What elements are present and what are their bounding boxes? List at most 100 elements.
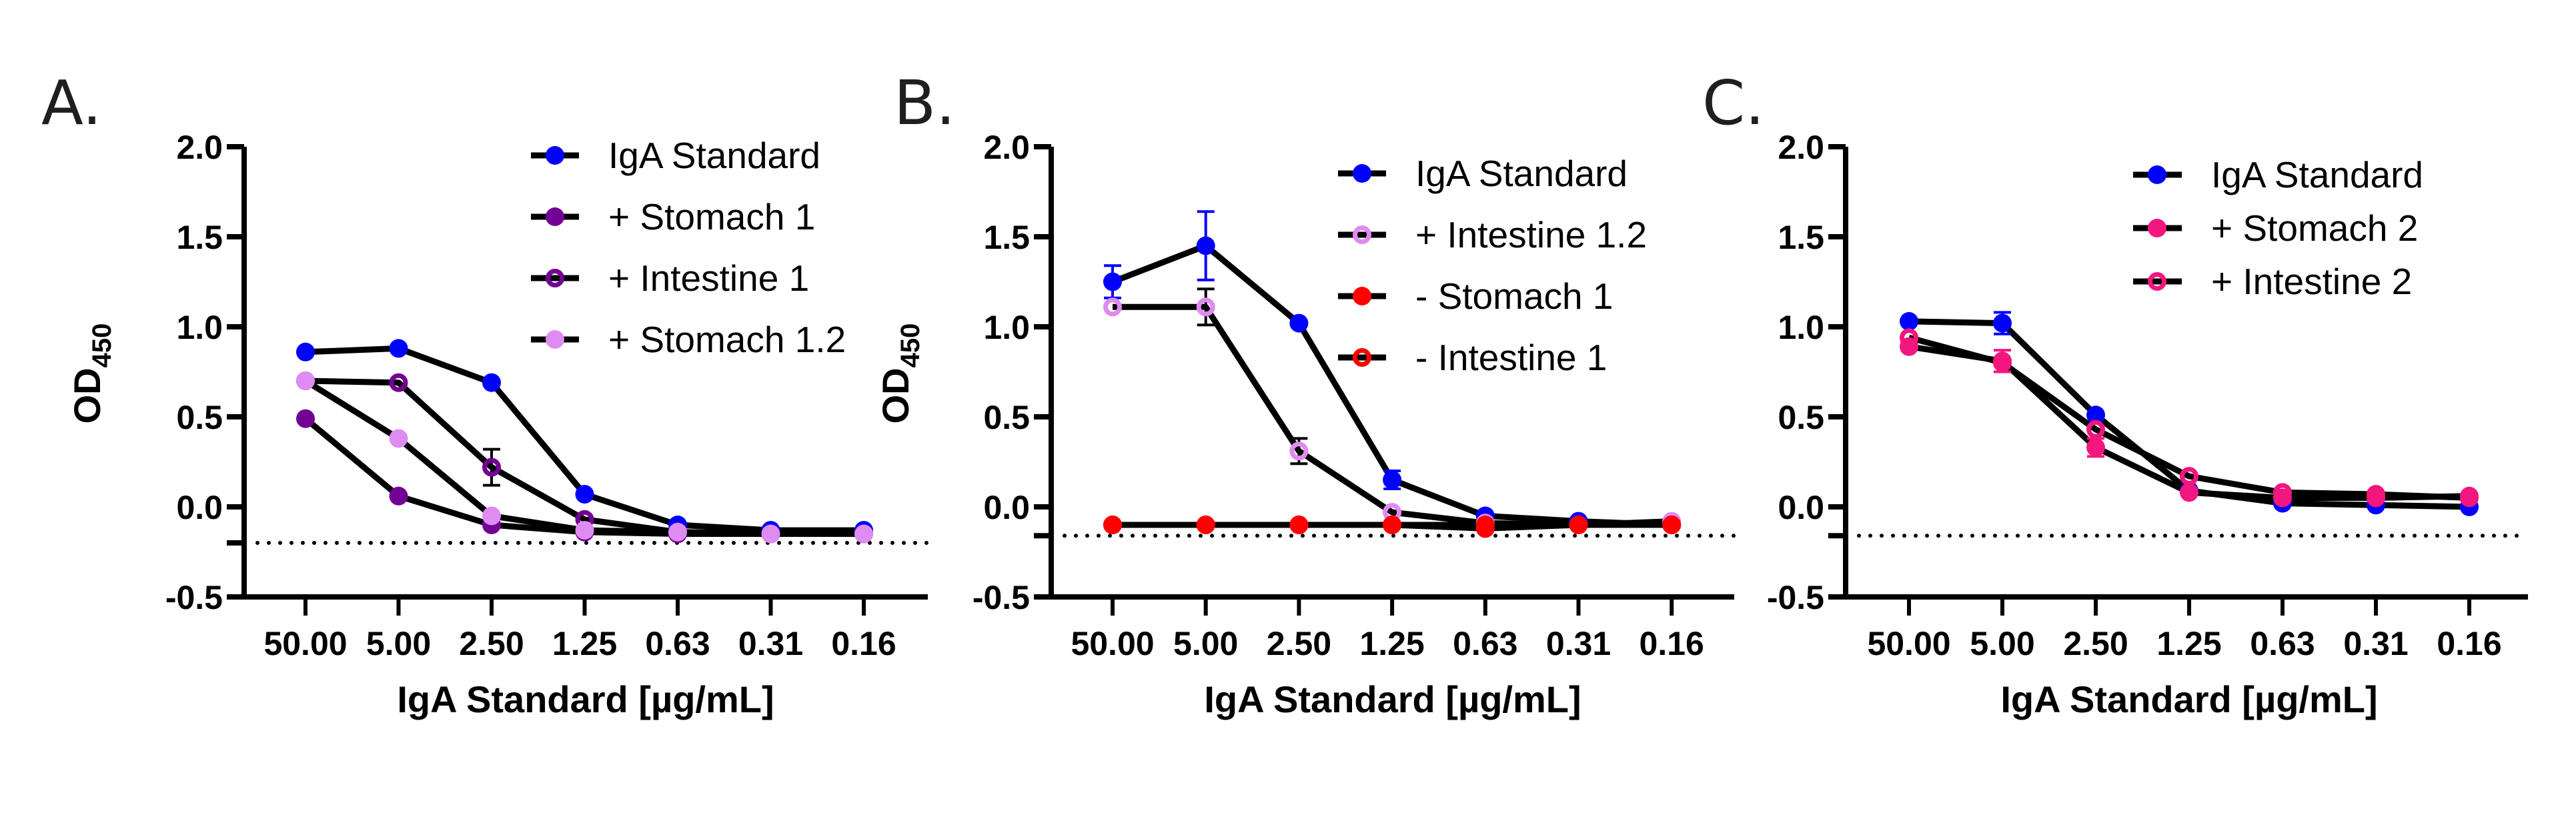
x-axis-title-b: IgA Standard [µg/mL] <box>1204 678 1581 720</box>
data-point <box>668 522 687 542</box>
data-point <box>1993 353 2012 372</box>
y-tick-label: 0.5 <box>1778 399 1824 436</box>
data-point <box>2086 405 2105 425</box>
data-point <box>2273 483 2292 502</box>
legend-label: IgA Standard <box>2211 154 2423 195</box>
data-point <box>1569 516 1588 534</box>
panel-c: C. IgA Standard [µg/mL] 2.0 1.5 1.0 0.5 0.0 -… <box>1702 67 2530 720</box>
data-point <box>1103 297 1122 317</box>
legend-marker-icon <box>546 269 564 287</box>
legend-label: + Stomach 1 <box>608 196 815 237</box>
y-tick-label: 0.0 <box>983 489 1030 526</box>
y-tick-label: 1.5 <box>176 219 223 256</box>
data-point <box>1103 272 1122 291</box>
legend-b: IgA Standard + Intestine 1.2 - Stomach 1 - … <box>1338 153 1647 378</box>
x-tick-label: 50.00 <box>1071 625 1154 662</box>
x-axis-title-c: IgA Standard [µg/mL] <box>2000 678 2377 720</box>
data-point <box>296 409 315 428</box>
x-tick-label: 1.25 <box>1359 625 1424 662</box>
data-point <box>575 485 594 504</box>
data-point <box>389 339 408 358</box>
legend-item: - Intestine 1 <box>1338 337 1607 378</box>
data-point <box>1900 328 1918 347</box>
x-tick-label: 0.31 <box>1546 625 1611 662</box>
data-point <box>296 371 315 390</box>
data-point <box>2086 438 2105 457</box>
data-point <box>1383 516 1402 534</box>
x-tick-label: 0.31 <box>738 625 803 662</box>
y-tick-label: 0.5 <box>983 399 1030 436</box>
legend-marker-icon <box>2148 165 2166 184</box>
data-point <box>761 524 780 544</box>
data-point <box>1289 313 1309 333</box>
plot-area-c: 2.0 1.5 1.0 0.5 0.0 -0.5 50.00 5.00 2.50 1.25 0.63… <box>1767 129 2530 662</box>
data-point <box>1196 516 1215 534</box>
data-point <box>575 521 594 540</box>
legend-item: - Stomach 1 <box>1338 275 1614 317</box>
plot-area-b: 2.0 1.5 1.0 0.5 0.0 -0.5 50.00 5.00 2.50 1.25 0.63… <box>973 129 1736 662</box>
data-point <box>2086 420 2105 439</box>
x-tick-label: 0.16 <box>1640 625 1704 662</box>
y-axis-title-b: OD450 <box>874 323 925 424</box>
panel-a: A. OD450 IgA Standard [µg/mL] 2.01.51.00… <box>41 67 930 720</box>
legend-item: + Stomach 1 <box>531 196 815 237</box>
y-tick-label: 1.5 <box>983 219 1030 256</box>
x-tick-label: 1.25 <box>552 625 617 662</box>
legend-item: + Intestine 1 <box>531 257 809 299</box>
y-tick-label: 1.5 <box>1778 219 1824 256</box>
legend-item: + Stomach 2 <box>2133 207 2418 249</box>
x-tick-label: 2.50 <box>1267 625 1331 662</box>
data-point <box>2180 483 2198 502</box>
legend-marker-icon <box>1353 348 1371 367</box>
legend-label: - Stomach 1 <box>1415 275 1614 317</box>
data-point <box>2460 488 2479 508</box>
data-point <box>1475 519 1495 538</box>
legend-item: + Stomach 1.2 <box>531 319 846 360</box>
data-point <box>389 429 408 448</box>
x-tick-label: 0.31 <box>2343 625 2408 662</box>
legend-label: + Stomach 1.2 <box>608 319 846 360</box>
y-axis-title-main: OD <box>874 367 916 424</box>
legend-marker-icon <box>1353 225 1371 244</box>
legend-label: IgA Standard <box>1415 153 1628 194</box>
panel-b: B. OD450 IgA Standard [µg/mL] 2.0 1.5 1.0 0… <box>874 67 1736 720</box>
x-axis-title-a: IgA Standard [µg/mL] <box>397 678 774 720</box>
data-point <box>482 506 501 526</box>
y-tick-label: 2.0 <box>1778 129 1824 166</box>
legend-item: IgA Standard <box>2133 154 2423 195</box>
legend-marker-icon <box>546 207 564 226</box>
data-point <box>1289 442 1309 461</box>
x-tick-label: 5.00 <box>366 625 431 662</box>
x-tick-label: 1.25 <box>2156 625 2221 662</box>
data-point <box>389 373 408 392</box>
data-point <box>1196 236 1215 255</box>
data-point <box>2367 485 2385 504</box>
legend-label: - Intestine 1 <box>1415 337 1607 378</box>
legend-item: IgA Standard <box>1338 153 1628 194</box>
legend-item: IgA Standard <box>531 135 820 176</box>
data-point <box>1900 311 1918 331</box>
legend-label: + Intestine 1.2 <box>1415 214 1647 255</box>
data-point <box>1993 313 2012 333</box>
data-point <box>482 373 501 392</box>
y-tick-label: 2.0 <box>983 129 1030 166</box>
legend-label: + Intestine 2 <box>2211 261 2412 302</box>
x-tick-label: 0.63 <box>2250 625 2315 662</box>
legend-label: + Stomach 2 <box>2211 207 2418 249</box>
y-tick-label: -0.5 <box>165 579 223 616</box>
y-tick-label: 0.0 <box>176 489 223 526</box>
data-point <box>1383 470 1402 490</box>
legend-c: IgA Standard + Stomach 2 + Intestine 2 <box>2133 154 2423 302</box>
legend-marker-icon <box>546 146 564 165</box>
x-tick-label: 2.50 <box>2063 625 2128 662</box>
plot-area-a: 2.0 1.5 1.0 0.5 0.0 -0.5 50.00 5.00 2.50 1.25 0.63… <box>165 129 930 662</box>
y-tick-label: 1.0 <box>983 309 1030 346</box>
x-tick-label: 0.16 <box>2437 625 2501 662</box>
panel-label-a: A. <box>41 67 102 139</box>
x-tick-label: 50.00 <box>263 625 347 662</box>
legend-marker-icon <box>2148 219 2166 237</box>
y-tick-label: 1.0 <box>176 309 223 346</box>
y-tick-label: -0.5 <box>973 579 1030 616</box>
data-point <box>1196 297 1215 317</box>
